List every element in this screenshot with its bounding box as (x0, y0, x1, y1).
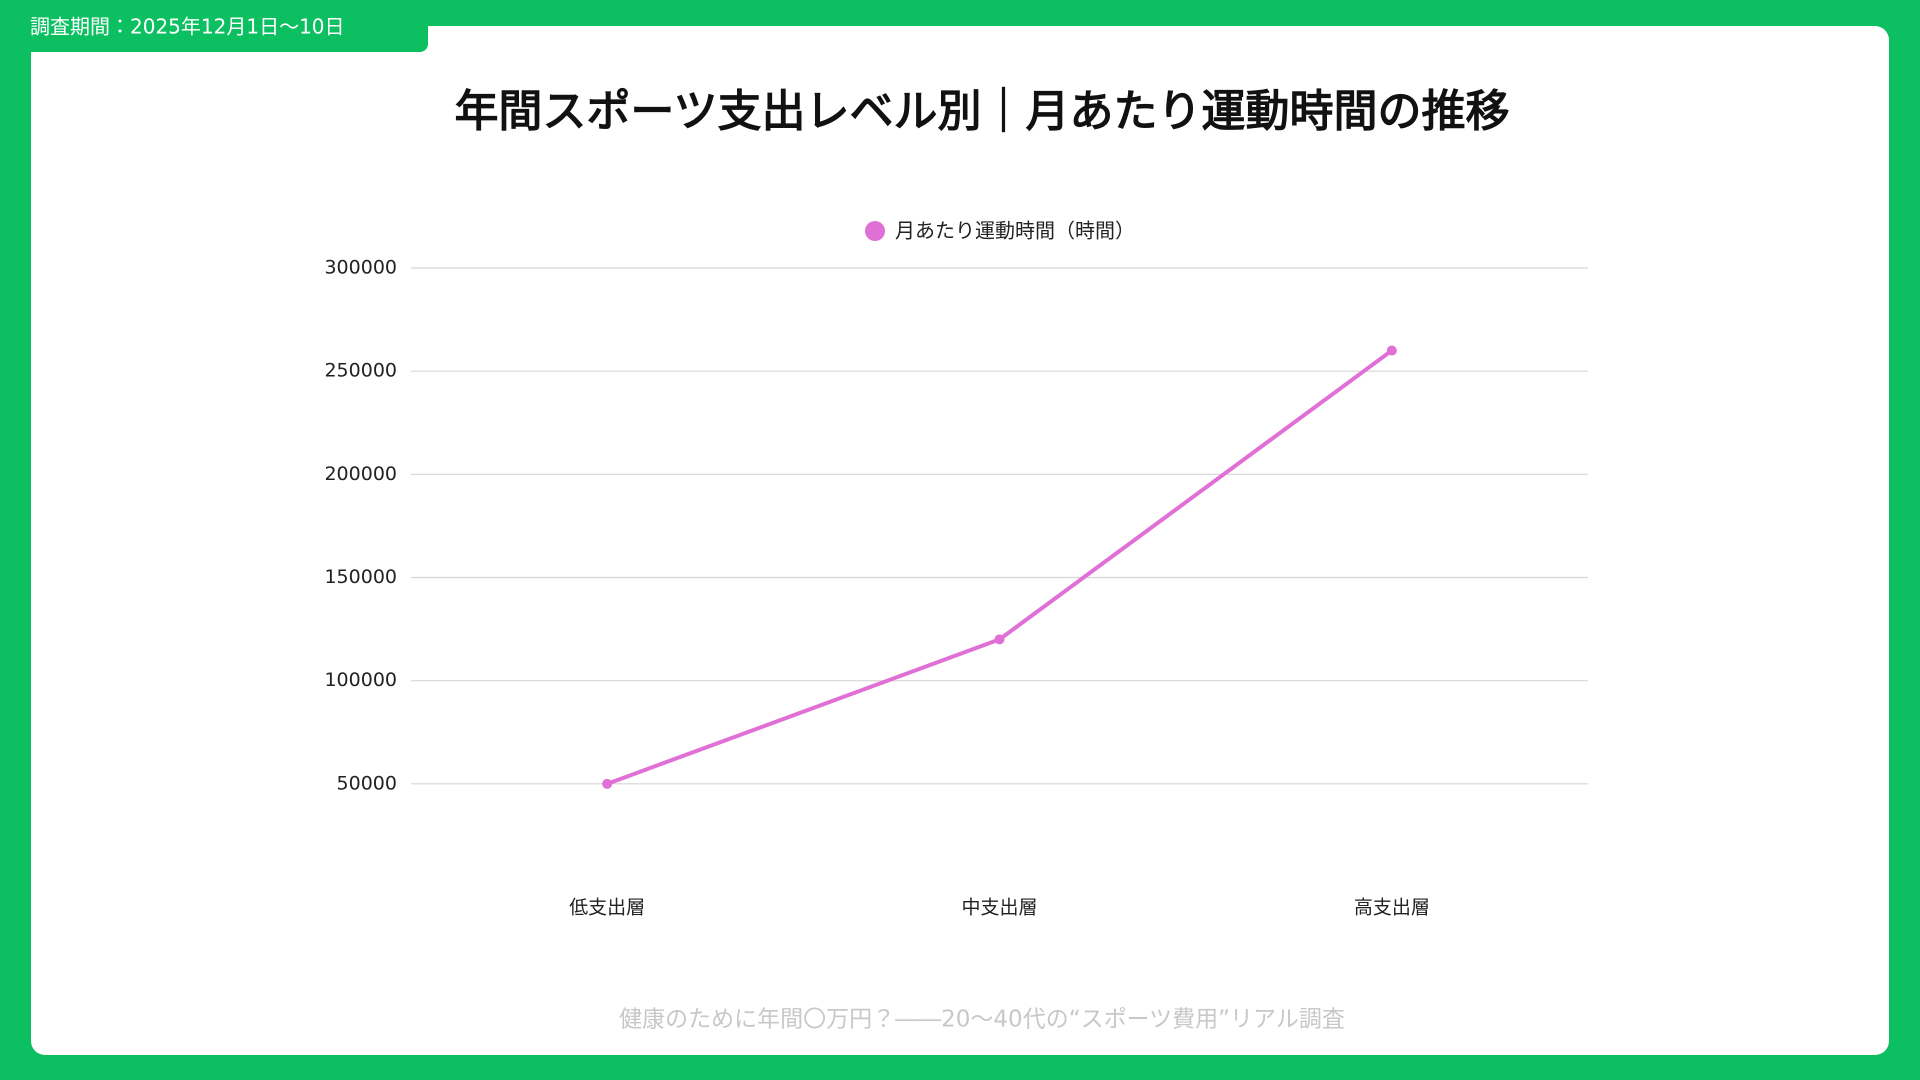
x-tick-label: 中支出層 (961, 897, 1037, 919)
y-tick-label: 150000 (324, 566, 397, 588)
data-point (1386, 345, 1397, 356)
chart-title: 年間スポーツ支出レベル別｜月あたり運動時間の推移 (454, 86, 1509, 137)
x-tick-label: 高支出層 (1354, 897, 1430, 919)
card (31, 26, 1889, 1055)
period-tab (0, 0, 428, 52)
y-tick-label: 100000 (324, 669, 397, 691)
y-tick-label: 200000 (324, 463, 397, 485)
period-label: 調査期間：2025年12月1日〜10日 (30, 15, 345, 39)
x-tick-label: 低支出層 (569, 897, 645, 919)
legend-label: 月あたり運動時間（時間） (895, 219, 1135, 243)
y-tick-label: 300000 (324, 257, 397, 279)
legend-marker (865, 221, 885, 241)
data-point (994, 634, 1005, 645)
footer-text: 健康のために年間〇万円？――20〜40代の“スポーツ費用”リアル調査 (619, 1007, 1345, 1033)
y-tick-label: 50000 (337, 772, 397, 794)
data-point (602, 778, 613, 789)
y-tick-label: 250000 (324, 360, 397, 382)
